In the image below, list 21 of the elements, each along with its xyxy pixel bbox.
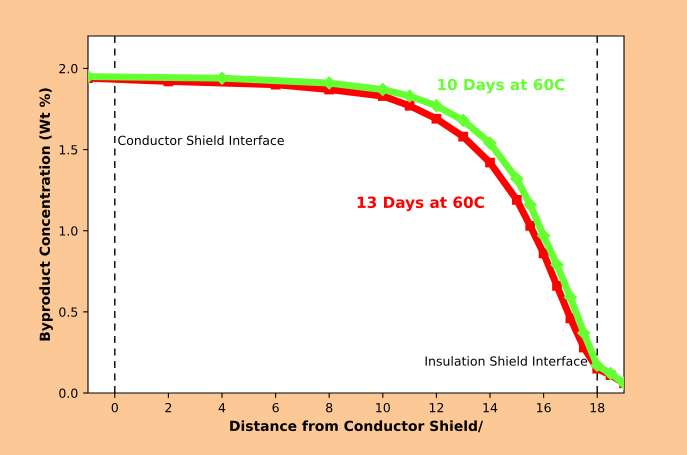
- x-tick-label: 18: [590, 402, 604, 412]
- ref-line-label: Insulation Shield Interface: [426, 356, 588, 366]
- ref-line-label: Conductor Shield Interface: [118, 135, 284, 146]
- x-tick-label: 10: [376, 402, 390, 412]
- x-tick-label: 4: [218, 403, 226, 412]
- y-tick-label: 0.5: [59, 307, 78, 317]
- y-tick-label: 1.0: [60, 226, 78, 236]
- x-tick-label: 0: [112, 402, 118, 412]
- y-tick-label: 1.5: [60, 145, 78, 155]
- x-axis-title: Distance from Conductor Shield/: [230, 420, 484, 432]
- x-tick-label: 14: [483, 403, 498, 412]
- x-tick-label: 12: [430, 402, 444, 412]
- x-tick-label: 8: [326, 402, 332, 412]
- y-tick-label: 2.0: [59, 64, 78, 74]
- x-tick-label: 6: [272, 402, 279, 412]
- x-tick-label: 2: [165, 402, 172, 412]
- series-label: 10 Days at 60C: [438, 78, 564, 94]
- y-tick-label: 0.0: [59, 388, 78, 398]
- x-tick-label: 16: [537, 402, 551, 412]
- y-axis-title: Byproduct Concentration (Wt %): [39, 88, 53, 341]
- series-label: 13 Days at 60C: [358, 196, 484, 212]
